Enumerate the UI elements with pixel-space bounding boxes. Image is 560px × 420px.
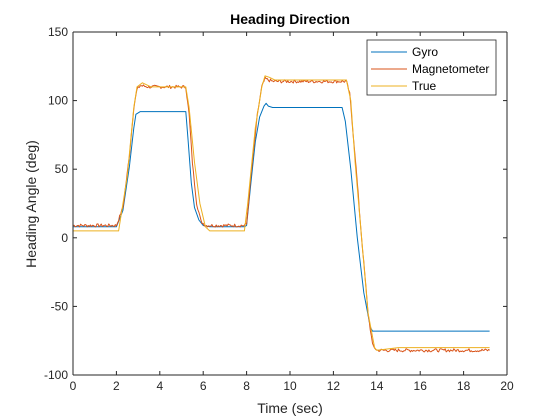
y-tick-label: -50 <box>51 299 69 313</box>
legend-label-true: True <box>412 79 437 93</box>
x-tick-label: 20 <box>500 379 514 393</box>
legend-label-magnetometer: Magnetometer <box>412 62 489 76</box>
x-tick-label: 6 <box>200 379 207 393</box>
legend: Gyro Magnetometer True <box>366 39 497 96</box>
x-tick-label: 0 <box>70 379 77 393</box>
x-tick-label: 4 <box>156 379 163 393</box>
series-line-true <box>73 75 490 351</box>
y-tick-label: 150 <box>48 25 68 39</box>
x-tick-label: 8 <box>243 379 250 393</box>
x-tick-label: 12 <box>327 379 341 393</box>
x-tick-label: 10 <box>283 379 297 393</box>
y-tick-label: 50 <box>55 162 69 176</box>
chart-title: Heading Direction <box>230 11 350 27</box>
x-tick-label: 18 <box>457 379 471 393</box>
x-tick-label: 16 <box>414 379 428 393</box>
x-tick-label: 14 <box>370 379 384 393</box>
series-lines <box>72 75 490 353</box>
y-tick-label: 0 <box>61 231 68 245</box>
y-tick-label: 100 <box>48 94 68 108</box>
x-tick-label: 2 <box>113 379 120 393</box>
series-line-magnetometer <box>72 76 490 353</box>
legend-label-gyro: Gyro <box>412 45 438 59</box>
axis-ticks: 0 2 4 6 8 10 12 14 16 18 20 -100 -50 0 50 100 150 <box>44 25 514 393</box>
axes-box <box>72 31 508 376</box>
x-axis-label: Time (sec) <box>257 400 323 416</box>
y-axis-label: Heading Angle (deg) <box>23 140 39 268</box>
y-tick-label: -100 <box>44 368 68 382</box>
